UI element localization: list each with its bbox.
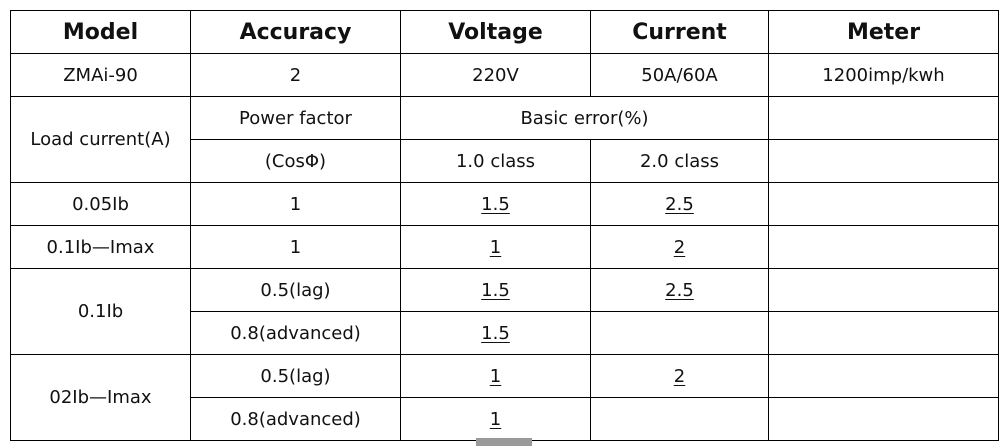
row: 0.1Ib 0.5(lag) 1.5 2.5 xyxy=(10,268,999,355)
cell: 2.0 class xyxy=(590,139,769,183)
empty-cell xyxy=(768,225,999,269)
empty-cell xyxy=(768,182,999,226)
row: (CosΦ) 1.0 class 2.0 class xyxy=(11,139,999,183)
row: 0.8(advanced) 1 xyxy=(11,397,999,441)
cell: 1.5 xyxy=(400,268,591,312)
value: 2.5 xyxy=(665,279,694,301)
cell: 50A/60A xyxy=(590,53,769,97)
spec-table: Model Accuracy Voltage Current Meter ZMA… xyxy=(10,10,999,441)
empty-cell xyxy=(768,139,999,183)
row: Load current(A) Power factor Basic error… xyxy=(10,96,999,183)
cell: 1.5 xyxy=(400,311,591,355)
value: 2 xyxy=(673,365,686,387)
scroll-tab xyxy=(476,438,532,446)
cell: 1 xyxy=(400,225,591,269)
cell: 0.5(lag) xyxy=(190,268,401,312)
cell: 2 xyxy=(190,53,401,97)
cell: 1 xyxy=(190,225,401,269)
cell: 1 xyxy=(190,182,401,226)
header-cell: Model xyxy=(10,10,191,54)
cell: 1.0 class xyxy=(400,139,591,183)
header-cell: Accuracy xyxy=(190,10,401,54)
cell: Power factor xyxy=(190,96,401,140)
cell: 1.5 xyxy=(400,182,591,226)
cell: (CosΦ) xyxy=(190,139,401,183)
cell: ZMAi-90 xyxy=(10,53,191,97)
cell: 2.5 xyxy=(590,268,769,312)
cell: 0.8(advanced) xyxy=(190,311,401,355)
header-cell: Voltage xyxy=(400,10,591,54)
empty-cell xyxy=(768,354,999,398)
row: 02Ib—Imax 0.5(lag) 1 2 xyxy=(10,354,999,441)
value: 1 xyxy=(489,236,502,258)
row: 0.1Ib—Imax 1 1 2 xyxy=(10,225,999,269)
value: 1.5 xyxy=(481,322,510,344)
cell: Basic error(%) xyxy=(400,96,769,140)
cell: 1 xyxy=(400,397,591,441)
cell: 0.05Ib xyxy=(10,182,191,226)
cell: 0.1Ib—Imax xyxy=(10,225,191,269)
cell: 0.1Ib xyxy=(10,268,191,355)
cell: 0.5(lag) xyxy=(190,354,401,398)
empty-cell xyxy=(768,268,999,312)
value: 1.5 xyxy=(481,193,510,215)
value: 1 xyxy=(489,408,502,430)
value: 1.5 xyxy=(481,279,510,301)
empty-cell xyxy=(590,311,769,355)
header-cell: Meter xyxy=(768,10,999,54)
row: ZMAi-90 2 220V 50A/60A 1200imp/kwh xyxy=(10,53,999,97)
cell: 2.5 xyxy=(590,182,769,226)
cell: 2 xyxy=(590,354,769,398)
row: 0.05Ib 1 1.5 2.5 xyxy=(10,182,999,226)
cell: 1200imp/kwh xyxy=(768,53,999,97)
value: 2 xyxy=(673,236,686,258)
empty-cell xyxy=(768,311,999,355)
cell: 220V xyxy=(400,53,591,97)
cell: Load current(A) xyxy=(10,96,191,183)
cell: 02Ib—Imax xyxy=(10,354,191,441)
empty-cell xyxy=(768,96,999,140)
cell: 2 xyxy=(590,225,769,269)
cell: 0.8(advanced) xyxy=(190,397,401,441)
empty-cell xyxy=(590,397,769,441)
cell: 1 xyxy=(400,354,591,398)
header-row: Model Accuracy Voltage Current Meter xyxy=(10,10,999,54)
value: 1 xyxy=(489,365,502,387)
empty-cell xyxy=(768,397,999,441)
row: 0.8(advanced) 1.5 xyxy=(11,311,999,355)
header-cell: Current xyxy=(590,10,769,54)
value: 2.5 xyxy=(665,193,694,215)
